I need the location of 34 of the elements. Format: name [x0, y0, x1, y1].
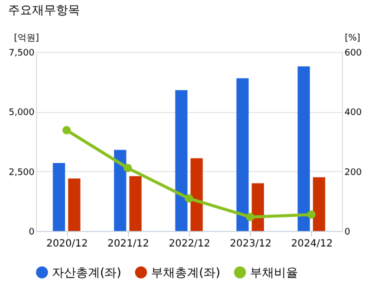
x-tick-label: 2024/12: [291, 238, 333, 250]
y-tick-label: 5,000: [8, 108, 35, 118]
y-axis-title: [억원]: [14, 34, 40, 44]
y-tick-label: 2,500: [8, 168, 35, 178]
point: [246, 212, 254, 222]
point: [184, 194, 194, 203]
point: [307, 210, 316, 219]
point: [62, 126, 71, 134]
y2-tick-label: 0: [344, 228, 350, 238]
x-tick-label: 2021/12: [108, 238, 150, 250]
y2-axis-title: [%]: [344, 34, 360, 44]
x-tick-label: 2020/12: [46, 238, 88, 250]
bar: [175, 90, 188, 231]
x-tick-label: 2023/12: [230, 238, 272, 250]
y2-tick-label: 200: [344, 168, 362, 178]
legend-label: 부채비율: [250, 265, 298, 280]
chart-title: 주요재무항목: [8, 3, 80, 17]
bar: [68, 178, 80, 231]
bar: [252, 183, 264, 231]
bar: [312, 177, 326, 231]
bar: [298, 66, 310, 231]
y2-tick-label: 600: [344, 48, 362, 58]
y-tick-label: 0: [28, 228, 35, 238]
point: [124, 164, 132, 172]
legend-label: 부채총계(좌): [151, 265, 220, 280]
bar: [190, 158, 203, 231]
bar: [129, 176, 142, 231]
bar: [114, 150, 126, 231]
bar: [236, 78, 249, 231]
bar: [52, 162, 66, 231]
x-tick-label: 2022/12: [168, 238, 210, 250]
y2-tick-label: 400: [344, 108, 362, 118]
y-tick-label: 7,500: [8, 48, 35, 58]
legend-label: 자산총계(좌): [52, 265, 122, 280]
